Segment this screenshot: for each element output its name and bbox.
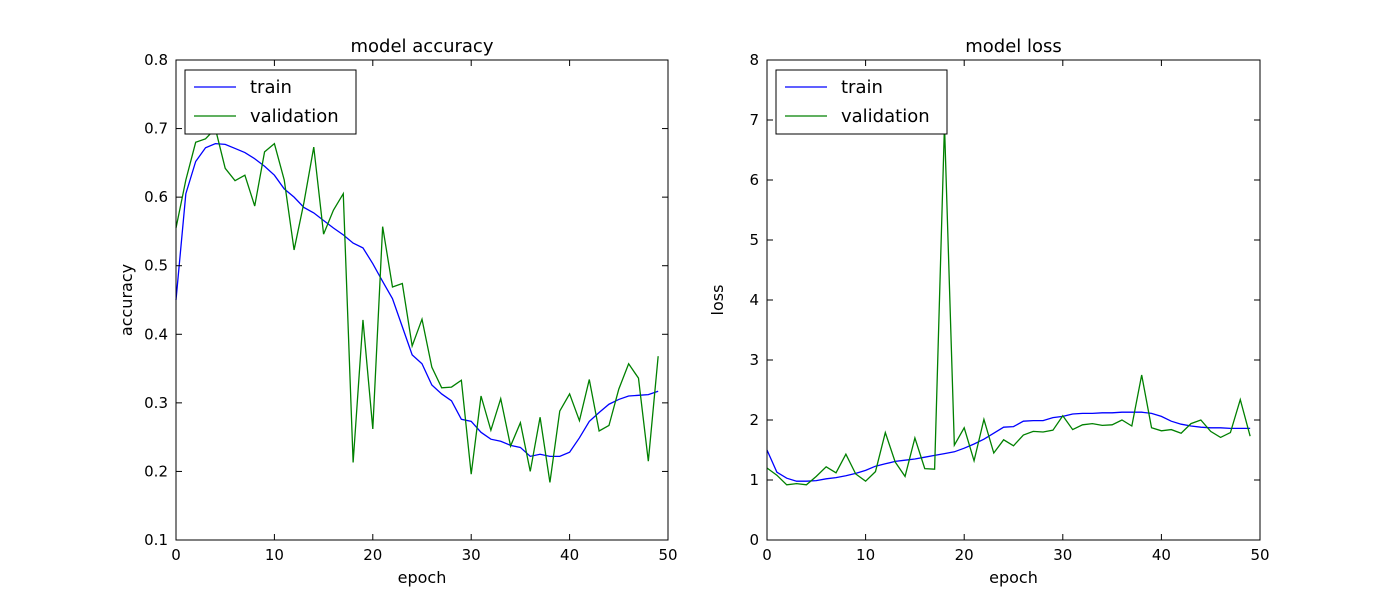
x-tick-label: 40	[560, 546, 579, 564]
y-tick-label: 0.4	[144, 325, 168, 343]
y-tick-label: 3	[749, 351, 759, 369]
legend-label-train: train	[250, 77, 292, 98]
y-tick-label: 0.6	[144, 188, 168, 206]
y-tick-label: 0.2	[144, 462, 168, 480]
x-tick-label: 10	[856, 546, 875, 564]
legend-label-train: train	[841, 77, 883, 98]
series-line-train	[175, 143, 659, 458]
x-axis-label: epoch	[398, 568, 447, 587]
x-tick-label: 30	[1053, 546, 1072, 564]
y-tick-label: 0.1	[144, 531, 168, 549]
legend: train validation	[184, 69, 357, 135]
y-tick-label: 0.8	[144, 51, 168, 69]
y-axis-label: accuracy	[117, 264, 136, 336]
y-tick-label: 5	[749, 231, 759, 249]
x-tick-label: 0	[171, 546, 181, 564]
series-line-validation	[766, 124, 1251, 486]
x-tick-label: 30	[462, 546, 481, 564]
chart-title: model loss	[965, 36, 1062, 57]
series-line-validation	[175, 127, 659, 483]
x-tick-label: 20	[363, 546, 382, 564]
x-tick-label: 40	[1152, 546, 1171, 564]
y-tick-label: 7	[749, 111, 759, 129]
x-tick-label: 20	[955, 546, 974, 564]
y-axis-label: loss	[708, 285, 727, 316]
x-tick-label: 10	[265, 546, 284, 564]
x-tick-label: 0	[762, 546, 772, 564]
legend-box	[775, 69, 948, 135]
x-tick-label: 50	[1250, 546, 1269, 564]
accuracy-chart: 0 10 20 30 40 50 0.1 0.2 0.3 0.4 0.5 0.6 0.7 0.8 model…	[117, 36, 678, 587]
y-tick-label: 0	[749, 531, 759, 549]
series-line-train	[766, 411, 1251, 482]
x-axis-label: epoch	[989, 568, 1038, 587]
chart-title: model accuracy	[351, 36, 494, 57]
legend-box	[184, 69, 357, 135]
y-tick-label: 0.5	[144, 257, 168, 275]
y-tick-label: 0.7	[144, 120, 168, 138]
x-tick-label: 50	[658, 546, 677, 564]
y-tick-label: 1	[749, 471, 759, 489]
plot-frame	[175, 59, 669, 541]
y-tick-label: 4	[749, 291, 759, 309]
loss-chart: 0 10 20 30 40 50 0 1 2 3 4 5 6 7 8 model loss epoch loss t…	[708, 36, 1270, 587]
legend-label-validation: validation	[841, 106, 930, 127]
legend-label-validation: validation	[250, 106, 339, 127]
legend: train validation	[775, 69, 948, 135]
y-tick-label: 2	[749, 411, 759, 429]
y-tick-label: 8	[749, 51, 759, 69]
y-tick-label: 0.3	[144, 394, 168, 412]
y-tick-label: 6	[749, 171, 759, 189]
